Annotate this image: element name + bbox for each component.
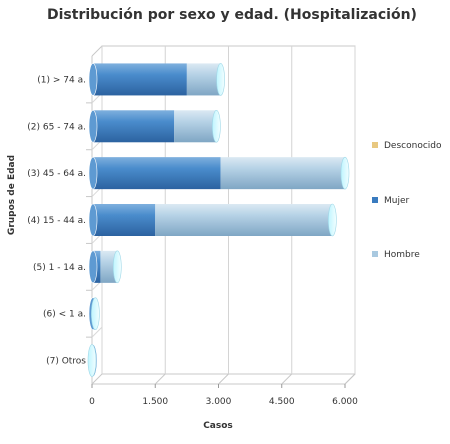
bar-cap-right	[113, 250, 122, 284]
category-label: (3) 45 - 64 a.	[27, 169, 86, 179]
bar-cap-right	[328, 203, 337, 237]
legend-swatch	[372, 251, 378, 257]
bar-group	[87, 344, 98, 377]
category-label: (4) 15 - 44 a.	[27, 216, 86, 226]
bar-group	[88, 250, 122, 284]
chart-title: Distribución por sexo y edad. (Hospitali…	[47, 7, 417, 23]
bar-cap-right	[216, 63, 225, 96]
x-tick-label: 4.500	[269, 397, 295, 407]
floor-line	[91, 373, 103, 385]
bar-cap-left	[88, 109, 98, 143]
bar-hombre	[220, 157, 345, 190]
bar-hombre	[186, 63, 221, 96]
x-axis-title: Casos	[203, 421, 233, 431]
bar-cap-right	[340, 156, 350, 190]
category-label: (1) > 74 a.	[37, 75, 86, 85]
bar-cap-right	[87, 344, 97, 377]
floor-line	[281, 373, 293, 385]
x-tick-label: 6.000	[332, 397, 358, 407]
legend-swatch	[372, 142, 378, 148]
y-axis-title: Grupos de Edad	[7, 155, 17, 235]
legend-label: Mujer	[384, 196, 410, 206]
legend-swatch	[372, 197, 378, 203]
bar-cap-right	[212, 109, 221, 143]
bar-mujer	[92, 204, 156, 236]
bar-cap-left	[88, 63, 98, 96]
legend-label: Hombre	[384, 250, 420, 260]
bar-mujer	[92, 110, 175, 143]
bar-group	[88, 109, 221, 143]
x-tick-label: 0	[89, 397, 95, 407]
x-tick-label: 3.000	[206, 397, 232, 407]
x-tick-label: 1.500	[142, 397, 168, 407]
legend: Desconocido Mujer Hombre	[372, 141, 442, 260]
bar-hombre	[155, 204, 333, 236]
bar-group	[88, 203, 337, 237]
bar-cap-left	[88, 156, 98, 190]
bar-group	[88, 63, 225, 96]
bar-hombre	[100, 250, 118, 283]
bar-mujer	[92, 157, 221, 190]
category-label: (5) 1 - 14 a.	[33, 263, 86, 273]
category-labels: (1) > 74 a. (2) 65 - 74 a. (3) 45 - 64 a. (…	[27, 75, 86, 366]
bar-cap-right	[91, 297, 100, 331]
floor-line	[154, 373, 166, 385]
category-label: (2) 65 - 74 a.	[27, 122, 86, 132]
x-axis-ticks: 0 1.500 3.000 4.500 6.000	[89, 384, 358, 407]
category-separator	[91, 326, 103, 338]
bar-cap-left	[88, 203, 98, 237]
category-label: (6) < 1 a.	[43, 310, 86, 320]
bar-cap-left	[88, 250, 98, 284]
bars	[87, 63, 350, 377]
category-label: (7) Otros	[46, 357, 86, 367]
bar-hombre	[174, 110, 217, 143]
bar-mujer	[92, 63, 187, 96]
floor-line	[218, 373, 229, 385]
bar-group	[88, 156, 350, 190]
floor-line	[344, 373, 356, 385]
legend-label: Desconocido	[384, 141, 442, 151]
bar-group	[88, 297, 100, 331]
